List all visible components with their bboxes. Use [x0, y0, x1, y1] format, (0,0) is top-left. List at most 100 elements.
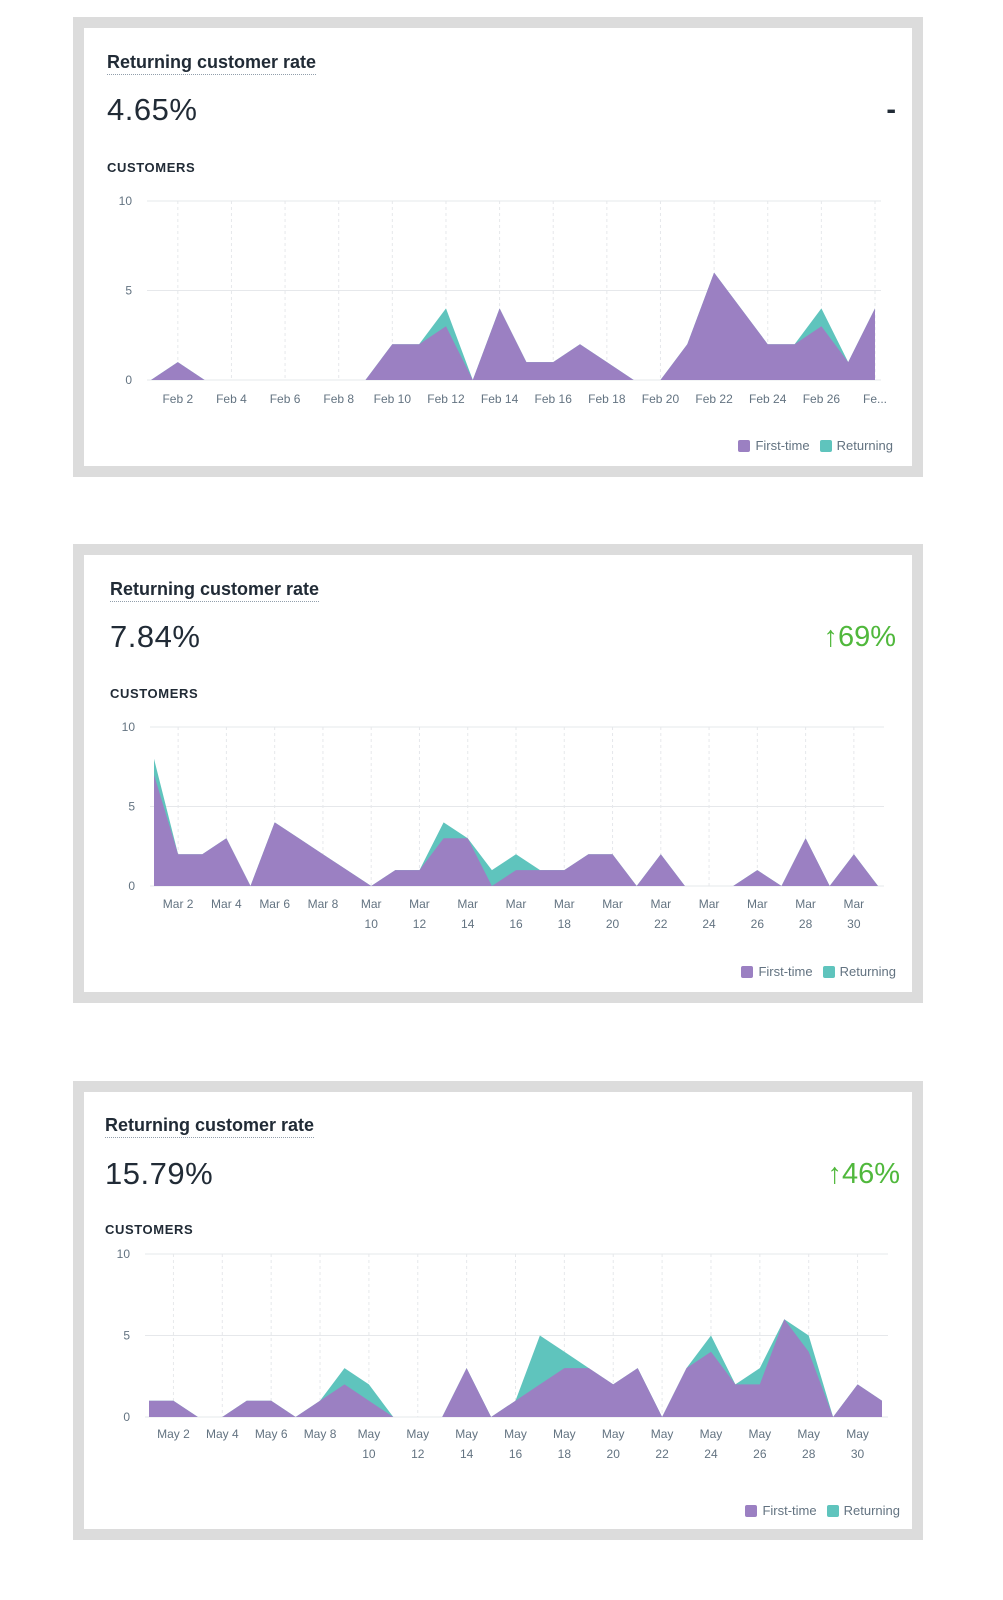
x-tick-label: Feb 6: [270, 392, 301, 406]
first-time-series-area: [149, 1319, 882, 1417]
card-title[interactable]: Returning customer rate: [107, 52, 317, 75]
x-tick-label: Mar: [795, 897, 816, 911]
x-tick-label: May: [358, 1427, 381, 1441]
x-tick-label: Feb 14: [481, 392, 519, 406]
x-tick-label: Mar: [409, 897, 430, 911]
chart-legend: First-time Returning: [738, 438, 893, 453]
legend-label: First-time: [755, 438, 810, 453]
x-tick-label: Mar: [361, 897, 382, 911]
x-tick-label: May: [504, 1427, 527, 1441]
x-tick-label: Feb 22: [695, 392, 733, 406]
x-tick-label: Fe...: [863, 392, 887, 406]
y-tick-label: 0: [123, 1410, 130, 1424]
x-tick-label: Mar: [699, 897, 720, 911]
change-indicator: -: [886, 94, 896, 126]
x-tick-label: Mar 6: [259, 897, 290, 911]
x-tick-label: Feb 2: [162, 392, 193, 406]
x-tick-label: 30: [851, 1447, 865, 1461]
chart-card-february: Returning customer rate 4.65% - CUSTOMER…: [73, 17, 923, 477]
x-tick-label: May: [602, 1427, 625, 1441]
legend-swatch-returning: [822, 965, 835, 978]
area-chart: 0 5 10 Feb 2 Feb 4 Feb 6 Feb 8 Feb 10 Feb 12 Feb …: [119, 194, 887, 406]
x-tick-label: 18: [558, 917, 572, 931]
x-tick-label: 10: [365, 917, 379, 931]
x-tick-label: 26: [751, 917, 765, 931]
x-tick-label: 28: [799, 917, 813, 931]
x-tick-label: Feb 16: [535, 392, 573, 406]
x-tick-label: May: [797, 1427, 820, 1441]
x-tick-label: May: [748, 1427, 771, 1441]
x-tick-label: May 2: [157, 1427, 190, 1441]
chart-card-march: Returning customer rate 7.84% ↑69% CUSTO…: [73, 544, 923, 1003]
chart-legend: First-time Returning: [741, 964, 896, 979]
x-tick-label: Mar: [602, 897, 623, 911]
x-tick-label: Mar: [650, 897, 671, 911]
x-tick-label: Mar 2: [163, 897, 194, 911]
x-tick-label: Mar: [554, 897, 575, 911]
legend-label: First-time: [762, 1503, 817, 1518]
x-tick-label: 18: [558, 1447, 572, 1461]
x-tick-label: Mar: [844, 897, 865, 911]
legend-item-first-time[interactable]: First-time: [738, 438, 810, 453]
rate-value: 7.84%: [110, 619, 201, 654]
card-title[interactable]: Returning customer rate: [110, 579, 320, 602]
legend-item-first-time[interactable]: First-time: [745, 1503, 817, 1518]
legend-swatch-returning: [826, 1504, 839, 1517]
y-tick-label: 10: [122, 720, 136, 734]
x-tick-label: Feb 4: [216, 392, 247, 406]
legend-item-returning[interactable]: Returning: [819, 438, 893, 453]
legend-swatch-first-time: [745, 1504, 758, 1517]
legend-label: Returning: [836, 438, 893, 453]
change-indicator: ↑69%: [823, 621, 896, 653]
rate-value: 4.65%: [107, 92, 198, 127]
x-tick-label: 12: [411, 1447, 425, 1461]
legend-swatch-returning: [819, 439, 832, 452]
x-tick-label: May 6: [255, 1427, 288, 1441]
y-tick-label: 10: [119, 194, 133, 208]
x-tick-label: Mar 8: [308, 897, 339, 911]
y-tick-label: 0: [128, 879, 135, 893]
x-tick-label: 24: [704, 1447, 718, 1461]
legend-item-first-time[interactable]: First-time: [741, 964, 813, 979]
section-label: CUSTOMERS: [110, 686, 199, 701]
first-time-series-area: [151, 272, 875, 380]
x-tick-label: 22: [655, 1447, 669, 1461]
y-tick-label: 10: [117, 1247, 131, 1261]
x-tick-label: Mar: [506, 897, 527, 911]
y-tick-label: 0: [125, 373, 132, 387]
first-time-series-area: [154, 774, 878, 886]
legend-label: First-time: [758, 964, 813, 979]
x-tick-label: May: [846, 1427, 869, 1441]
chart-card-may: Returning customer rate 15.79% ↑46% CUST…: [73, 1081, 923, 1540]
card-title[interactable]: Returning customer rate: [105, 1115, 315, 1138]
section-label: CUSTOMERS: [107, 160, 196, 175]
x-tick-label: Feb 12: [427, 392, 465, 406]
x-tick-label: 14: [461, 917, 475, 931]
rate-value: 15.79%: [105, 1156, 214, 1191]
x-tick-label: May 4: [206, 1427, 239, 1441]
x-tick-label: 16: [509, 917, 523, 931]
x-tick-label: 12: [413, 917, 427, 931]
legend-item-returning[interactable]: Returning: [822, 964, 896, 979]
x-tick-label: 28: [802, 1447, 816, 1461]
legend-label: Returning: [839, 964, 896, 979]
legend-item-returning[interactable]: Returning: [826, 1503, 900, 1518]
y-tick-label: 5: [128, 800, 135, 814]
area-chart: 0 5 10 May 2 May 4 May 6 May 8 May 10 May 12 May 14 M…: [117, 1247, 888, 1461]
x-tick-label: 10: [362, 1447, 376, 1461]
x-tick-label: Feb 10: [374, 392, 412, 406]
x-tick-label: May: [553, 1427, 576, 1441]
change-indicator: ↑46%: [827, 1158, 900, 1190]
x-tick-label: Feb 18: [588, 392, 626, 406]
y-tick-label: 5: [125, 284, 132, 298]
x-tick-label: May: [455, 1427, 478, 1441]
area-chart: 0 5 10 Mar 2 Mar 4 Mar 6 Mar 8 Mar 10 Mar 12 Mar 14 M…: [122, 720, 884, 931]
x-tick-label: 30: [847, 917, 861, 931]
x-tick-label: 20: [607, 1447, 621, 1461]
x-tick-label: Feb 24: [749, 392, 787, 406]
chart-legend: First-time Returning: [745, 1503, 900, 1518]
x-tick-label: May 8: [304, 1427, 337, 1441]
x-tick-label: Feb 8: [323, 392, 354, 406]
x-tick-label: May: [700, 1427, 723, 1441]
section-label: CUSTOMERS: [105, 1222, 194, 1237]
